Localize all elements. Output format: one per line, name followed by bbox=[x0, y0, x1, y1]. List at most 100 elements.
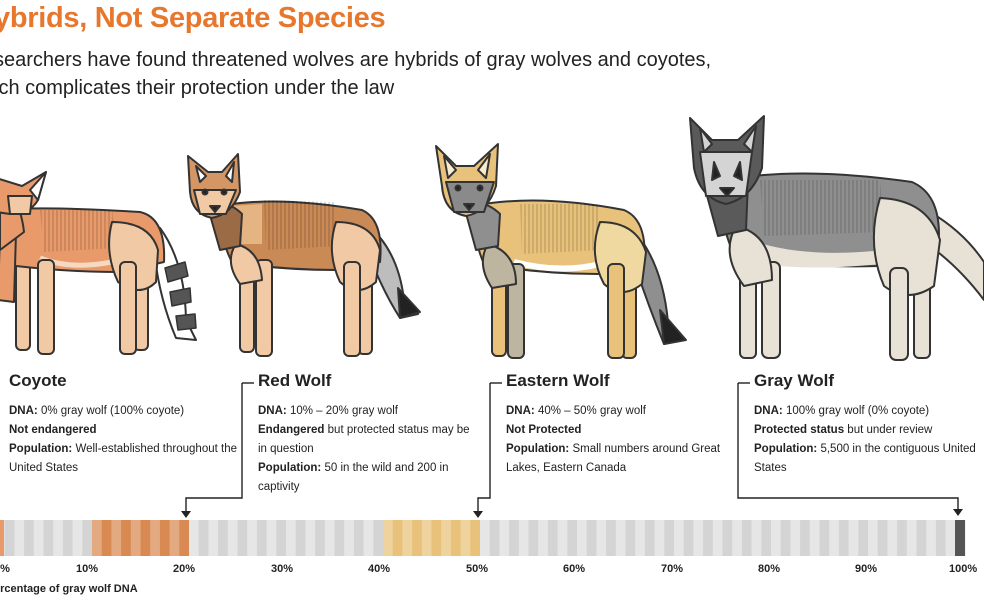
scale-segment bbox=[615, 520, 626, 556]
scale-segment bbox=[771, 520, 781, 556]
scale-segment bbox=[906, 520, 917, 556]
red-wolf-card: Red Wolf DNA: 10% – 20% gray wolf Endang… bbox=[258, 371, 478, 497]
scale-segment bbox=[218, 520, 229, 556]
scale-segment bbox=[14, 520, 25, 556]
eastern-wolf-card: Eastern Wolf DNA: 40% – 50% gray wolf No… bbox=[506, 371, 726, 478]
scale-segment bbox=[586, 520, 597, 556]
range-stripe bbox=[130, 520, 141, 556]
scale-segment bbox=[635, 520, 646, 556]
red-wolf-dna: DNA: 10% – 20% gray wolf bbox=[258, 405, 398, 417]
red-wolf-population: Population: 50 in the wild and 200 in ca… bbox=[258, 462, 449, 493]
scale-segment bbox=[674, 520, 684, 556]
scale-segment bbox=[693, 520, 704, 556]
range-stripe bbox=[111, 520, 122, 556]
gray-wolf-name: Gray Wolf bbox=[754, 371, 834, 390]
gray-wolf-dna: DNA: 100% gray wolf (0% coyote) bbox=[754, 405, 930, 417]
scale-segment bbox=[62, 520, 73, 556]
scale-segment bbox=[644, 520, 655, 556]
red-wolf-range bbox=[92, 520, 189, 556]
range-stripe bbox=[92, 520, 102, 556]
red-wolf-arrowhead bbox=[181, 511, 191, 518]
scale-segment bbox=[518, 520, 529, 556]
subtitle-line-2: ich complicates their protection under t… bbox=[0, 77, 395, 99]
scale-segment bbox=[353, 520, 364, 556]
scale-segment bbox=[237, 520, 248, 556]
dna-range-highlights bbox=[0, 520, 965, 556]
scale-segment bbox=[557, 520, 568, 556]
scale-segment bbox=[809, 520, 820, 556]
tick-20: 20% bbox=[173, 563, 196, 575]
scale-segment bbox=[761, 520, 772, 556]
range-fill bbox=[92, 520, 189, 556]
scale-segment bbox=[848, 520, 859, 556]
scale-segment bbox=[189, 520, 199, 556]
tick-30: 30% bbox=[271, 563, 294, 575]
scale-segment bbox=[4, 520, 15, 556]
gray-wolf-connector bbox=[737, 383, 959, 512]
coyote-population: Population: Well-established throughout … bbox=[9, 443, 237, 474]
scale-segment bbox=[868, 520, 878, 556]
scale-segment bbox=[480, 520, 490, 556]
dna-axis-label: ercentage of gray wolf DNA bbox=[0, 583, 138, 595]
range-stripe bbox=[402, 520, 413, 556]
eastern-wolf-arrowhead bbox=[473, 511, 483, 518]
scale-segment bbox=[72, 520, 83, 556]
scale-segment bbox=[24, 520, 35, 556]
scale-segment bbox=[751, 520, 762, 556]
subtitle-line-1: searchers have found threatened wolves a… bbox=[0, 49, 712, 71]
scale-segment bbox=[43, 520, 54, 556]
scale-segment bbox=[683, 520, 694, 556]
scale-segment bbox=[227, 520, 238, 556]
tick-10: 10% bbox=[76, 563, 99, 575]
page-title: ybrids, Not Separate Species bbox=[0, 2, 386, 34]
scale-segment bbox=[819, 520, 830, 556]
scale-segment bbox=[800, 520, 811, 556]
scale-segment bbox=[664, 520, 675, 556]
eastern-wolf-range bbox=[383, 520, 480, 556]
scale-segment bbox=[712, 520, 723, 556]
page-subtitle: searchers have found threatened wolves a… bbox=[0, 46, 711, 102]
range-stripe bbox=[460, 520, 471, 556]
scale-segment bbox=[198, 520, 209, 556]
coyote-card: Coyote DNA: 0% gray wolf (100% coyote) N… bbox=[9, 371, 239, 478]
tick-60: 60% bbox=[563, 563, 586, 575]
tick-70: 70% bbox=[661, 563, 684, 575]
scale-segment bbox=[858, 520, 869, 556]
coyote-name: Coyote bbox=[9, 371, 67, 390]
scale-segment bbox=[208, 520, 219, 556]
eastern-wolf-connector bbox=[477, 383, 491, 514]
scale-segment bbox=[703, 520, 714, 556]
scale-segment bbox=[82, 520, 93, 556]
tick-80: 80% bbox=[758, 563, 781, 575]
range-stripe bbox=[421, 520, 432, 556]
tick-50: 50% bbox=[466, 563, 489, 575]
scale-segment bbox=[577, 520, 587, 556]
eastern-wolf-status: Not Protected bbox=[506, 424, 582, 436]
coyote-illustration bbox=[0, 171, 197, 355]
scale-segment bbox=[276, 520, 287, 556]
range-fill bbox=[955, 520, 965, 556]
range-stripe bbox=[441, 520, 451, 556]
coyote-range bbox=[0, 520, 4, 556]
scale-segment bbox=[722, 520, 733, 556]
red-wolf-name: Red Wolf bbox=[258, 371, 332, 390]
scale-segment bbox=[887, 520, 898, 556]
scale-segment bbox=[916, 520, 927, 556]
scale-segment bbox=[625, 520, 636, 556]
red-wolf-illustration bbox=[187, 153, 421, 357]
tick-0: 0% bbox=[0, 563, 10, 575]
scale-segment bbox=[945, 520, 956, 556]
eastern-wolf-illustration bbox=[435, 143, 687, 359]
connector-arrowheads bbox=[181, 509, 963, 518]
scale-segment bbox=[247, 520, 258, 556]
scale-segment bbox=[790, 520, 801, 556]
scale-segment bbox=[373, 520, 384, 556]
scale-segment bbox=[606, 520, 617, 556]
scale-segment bbox=[33, 520, 44, 556]
scale-segment bbox=[324, 520, 335, 556]
scale-segment bbox=[53, 520, 64, 556]
coyote-status: Not endangered bbox=[9, 424, 97, 436]
gray-wolf-illustration bbox=[689, 115, 984, 361]
range-fill bbox=[0, 520, 4, 556]
